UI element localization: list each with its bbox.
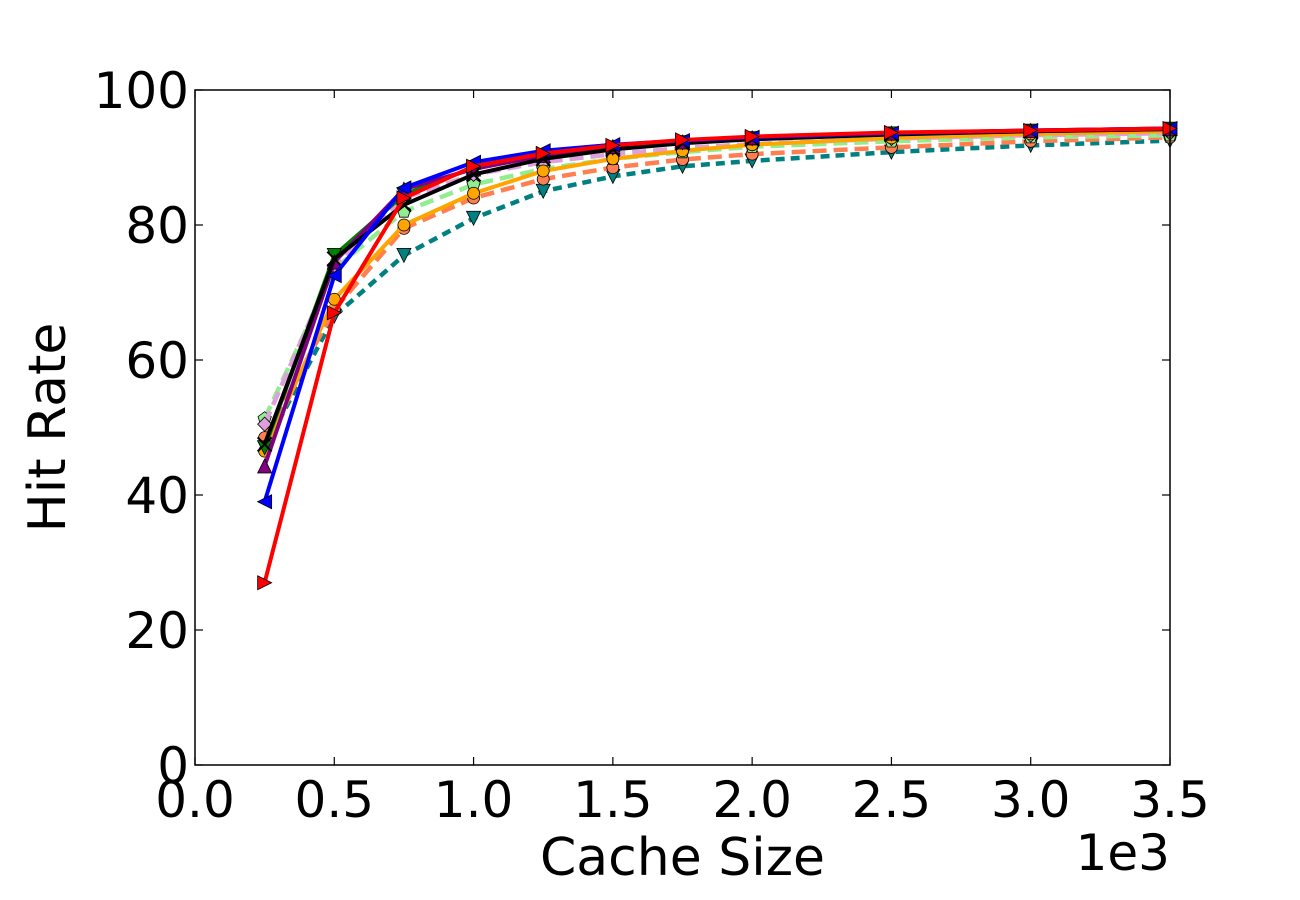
data-point bbox=[744, 128, 761, 145]
x-axis-label: Cache Size bbox=[540, 828, 825, 888]
series-1 bbox=[258, 130, 1177, 445]
series-layer bbox=[256, 120, 1178, 591]
x-axis-offset-label: 1e3 bbox=[1076, 824, 1170, 882]
data-point bbox=[396, 180, 412, 196]
y-tick-label: 100 bbox=[94, 62, 189, 120]
data-point bbox=[396, 190, 412, 206]
x-tick-label: 2.5 bbox=[852, 771, 932, 829]
data-point bbox=[884, 124, 900, 141]
y-tick-label: 80 bbox=[125, 197, 189, 255]
series-7 bbox=[256, 121, 1178, 453]
data-point bbox=[256, 436, 273, 453]
y-tick-label: 0 bbox=[157, 737, 189, 795]
plot-frame bbox=[194, 89, 1171, 766]
series-line bbox=[262, 127, 1171, 449]
y-axis-label: Hit Rate bbox=[18, 323, 78, 533]
x-tick-label: 1.0 bbox=[434, 771, 514, 829]
data-point bbox=[257, 416, 273, 432]
x-tick-label: 0.5 bbox=[295, 771, 375, 829]
data-point bbox=[256, 458, 273, 474]
series-8 bbox=[256, 120, 1178, 510]
data-point bbox=[326, 251, 342, 267]
data-point bbox=[397, 218, 411, 232]
x-tick-label: 1.5 bbox=[573, 771, 653, 829]
data-point bbox=[466, 158, 482, 174]
data-point bbox=[535, 145, 552, 162]
series-0 bbox=[256, 133, 1178, 456]
data-point bbox=[326, 267, 342, 284]
data-point bbox=[256, 494, 273, 510]
data-point bbox=[536, 164, 550, 178]
series-line bbox=[262, 129, 1171, 452]
y-tick-label: 60 bbox=[125, 332, 189, 390]
x-tick-label: 2.0 bbox=[712, 771, 792, 829]
data-point bbox=[1023, 122, 1039, 139]
series-line bbox=[262, 130, 1171, 426]
data-point bbox=[605, 137, 621, 153]
data-point bbox=[465, 210, 482, 227]
series-line bbox=[262, 126, 1171, 467]
series-line bbox=[262, 126, 1171, 503]
series-5 bbox=[256, 121, 1178, 456]
ticks-layer: 0.0 0.5 1.0 1.5 2.0 2.5 3.0 3.5 0 20 40 60 80 100 bbox=[94, 62, 1210, 829]
series-line bbox=[262, 127, 1171, 446]
data-point bbox=[675, 132, 691, 148]
data-point bbox=[467, 186, 480, 200]
data-point bbox=[257, 575, 273, 591]
x-tick-label: 3.0 bbox=[991, 771, 1071, 829]
series-9 bbox=[257, 120, 1178, 591]
series-2 bbox=[257, 127, 1178, 425]
data-point bbox=[326, 305, 343, 321]
y-tick-label: 20 bbox=[125, 602, 189, 660]
y-tick-label: 40 bbox=[125, 467, 189, 525]
series-line bbox=[262, 132, 1171, 420]
x-tick-label: 0.0 bbox=[155, 771, 235, 829]
series-3 bbox=[257, 125, 1178, 432]
data-point bbox=[396, 247, 412, 264]
series-6 bbox=[256, 120, 1178, 474]
series-4 bbox=[258, 124, 1177, 458]
series-line bbox=[262, 135, 1171, 439]
x-tick-label: 3.5 bbox=[1130, 771, 1210, 829]
